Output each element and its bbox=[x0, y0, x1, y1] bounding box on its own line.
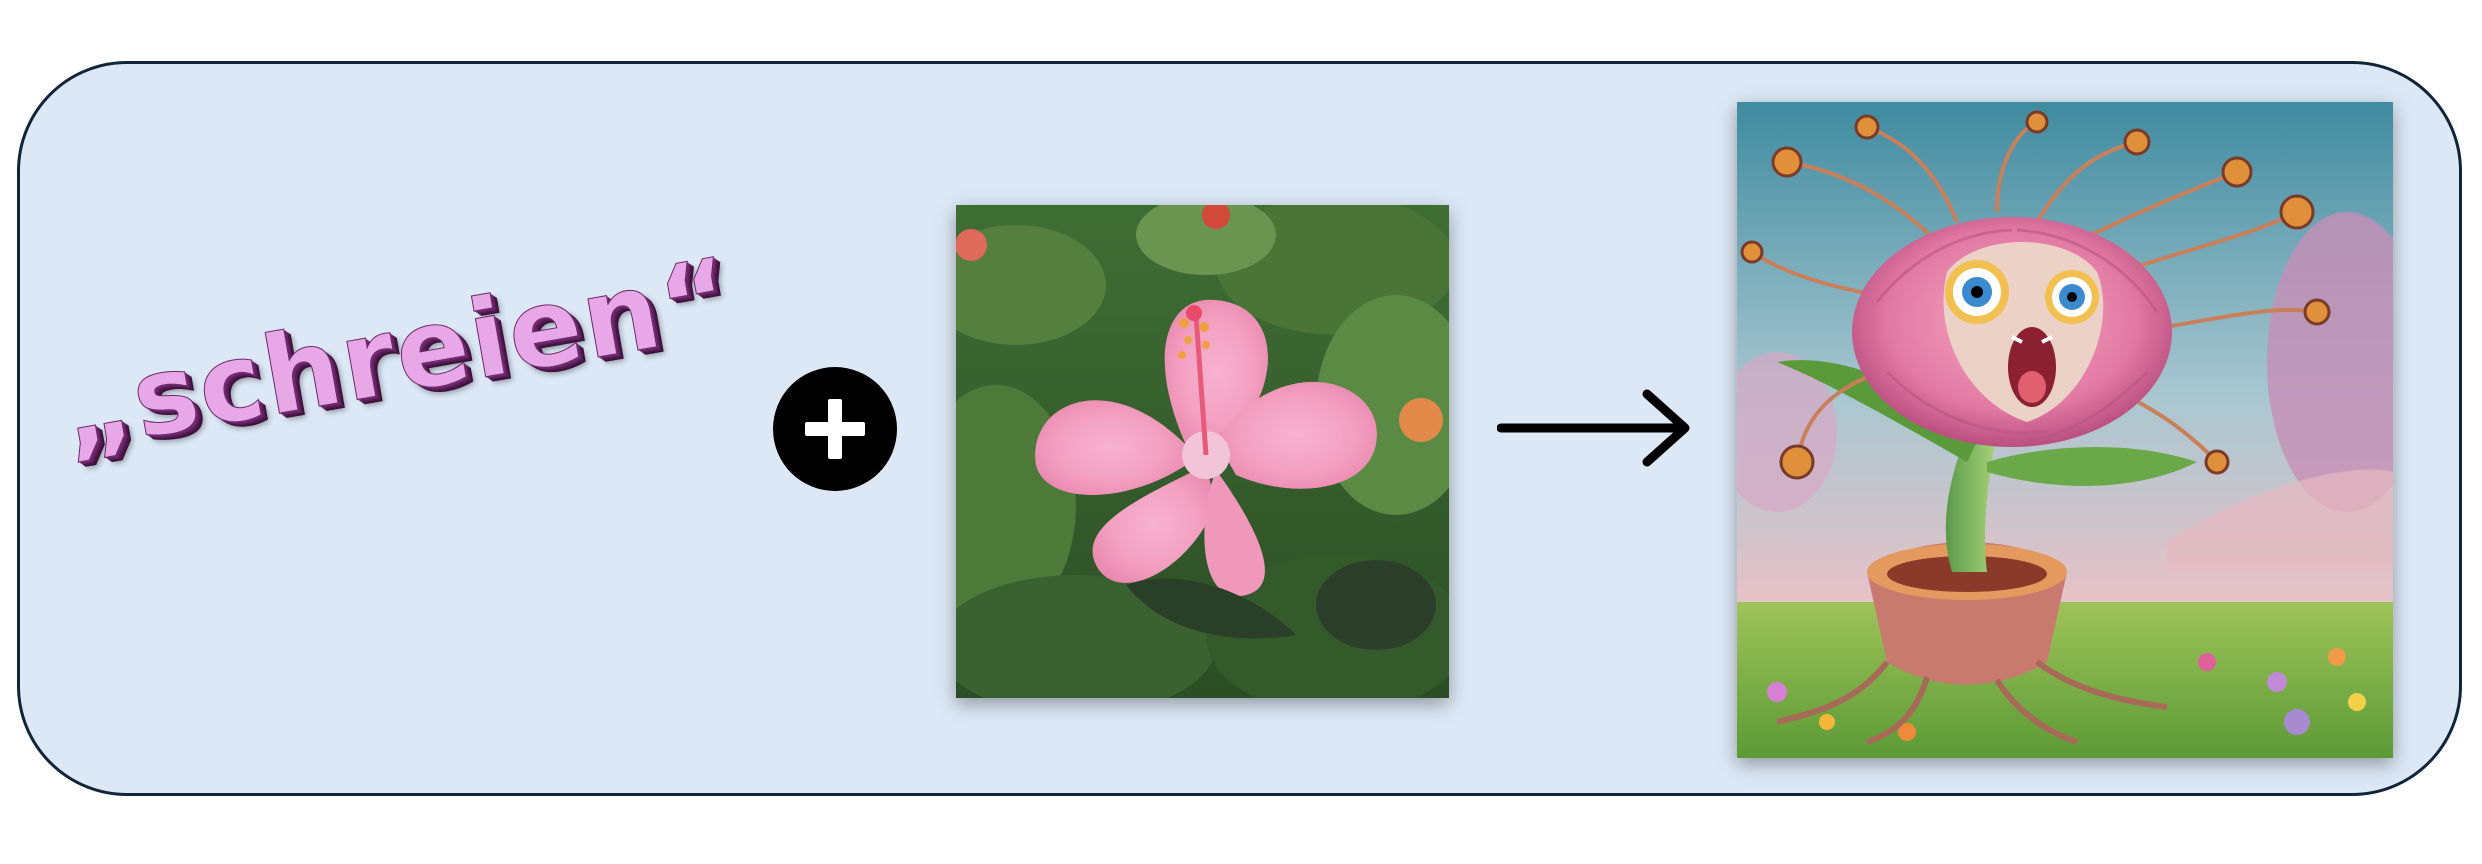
screaming-flower-artwork bbox=[1737, 102, 2393, 758]
hibiscus-photo bbox=[956, 205, 1449, 698]
arrow-right-icon bbox=[1497, 388, 1693, 468]
plus-icon bbox=[773, 367, 897, 491]
